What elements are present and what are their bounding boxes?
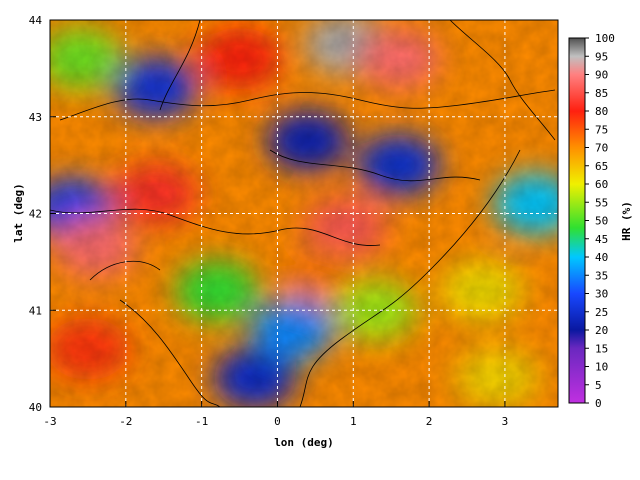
colorbar-tick-label: 65 — [595, 160, 608, 173]
x-tick-label: 0 — [274, 415, 281, 428]
colorbar-label: HR (%) — [620, 201, 633, 241]
coastline-contour — [159, 20, 201, 111]
colorbar-tick-label: 10 — [595, 361, 608, 374]
x-tick-label: -1 — [195, 415, 208, 428]
colorbar: 0 5 10 15 20 25 30 35 40 45 50 55 60 65 70 75 80 85 90 95 10… — [568, 32, 633, 410]
plot-area — [49, 19, 559, 408]
colorbar-tick-label: 75 — [595, 123, 608, 136]
y-tick-label: 40 — [29, 401, 42, 414]
x-tick-label: 3 — [502, 415, 509, 428]
gridlines — [50, 20, 558, 407]
x-tick-label: 2 — [426, 415, 433, 428]
x-axis-label: lon (deg) — [274, 436, 334, 449]
colorbar-tick-label: 80 — [595, 105, 608, 118]
x-tick-label: 1 — [350, 415, 357, 428]
y-tick-label: 41 — [29, 304, 42, 317]
coastline-contour — [119, 299, 221, 407]
colorbar-tick-label: 85 — [595, 87, 608, 100]
colorbar-gradient — [568, 37, 586, 404]
colorbar-tick-label: 90 — [595, 69, 608, 82]
coastline-contour — [50, 208, 381, 246]
colorbar-tick-label: 55 — [595, 196, 608, 209]
colorbar-tick-label: 40 — [595, 251, 608, 264]
coastline-contour — [59, 89, 556, 121]
y-tick-label: 43 — [29, 111, 42, 124]
x-tick-label: -3 — [43, 415, 56, 428]
colorbar-tick-label: 25 — [595, 306, 608, 319]
y-axis: 40 41 42 43 44 — [29, 14, 56, 414]
y-axis-label: lat (deg) — [12, 183, 25, 243]
colorbar-tick-label: 100 — [595, 32, 615, 45]
coastline-contour — [89, 260, 161, 281]
y-tick-label: 42 — [29, 208, 42, 221]
colorbar-tick-label: 35 — [595, 269, 608, 282]
colorbar-tick-label: 20 — [595, 324, 608, 337]
colorbar-tick-label: 70 — [595, 142, 608, 155]
colorbar-tick-label: 95 — [595, 50, 608, 63]
colorbar-tick-label: 50 — [595, 215, 608, 228]
colorbar-ticks: 0 5 10 15 20 25 30 35 40 45 50 55 60 65 70 75 80 85 90 95 10… — [585, 32, 615, 410]
colorbar-tick-label: 5 — [595, 379, 602, 392]
coastline-contour — [449, 20, 556, 141]
colorbar-tick-label: 15 — [595, 342, 608, 355]
colorbar-tick-label: 60 — [595, 178, 608, 191]
x-axis: -3 -2 -1 0 1 2 3 — [43, 401, 508, 428]
coastline-contours — [50, 20, 556, 407]
x-tick-label: -2 — [119, 415, 132, 428]
y-tick-label: 44 — [29, 14, 43, 27]
colorbar-tick-label: 0 — [595, 397, 602, 410]
colorbar-tick-label: 30 — [595, 288, 608, 301]
coastline-contour — [299, 149, 521, 407]
coastline-contour — [269, 149, 481, 182]
colorbar-tick-label: 45 — [595, 233, 608, 246]
